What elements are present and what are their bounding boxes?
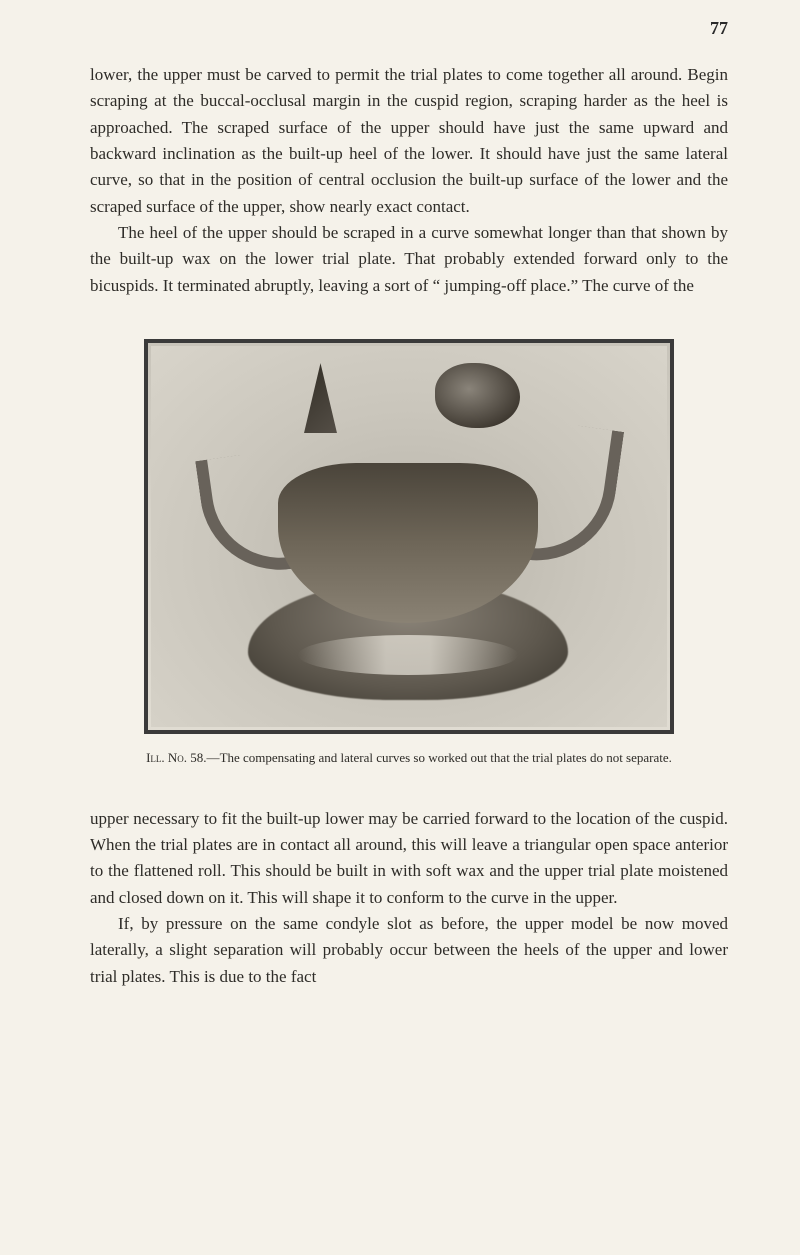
figure-block: Ill. No. 58.—The compensating and latera… bbox=[90, 339, 728, 768]
caption-label: Ill. No. 58.— bbox=[146, 750, 219, 765]
paragraph-3: upper necessary to fit the built-up lowe… bbox=[90, 806, 728, 911]
page-number: 77 bbox=[710, 18, 728, 39]
caption-text: The compensating and lateral curves so w… bbox=[220, 750, 672, 765]
paragraph-4: If, by pressure on the same condyle slot… bbox=[90, 911, 728, 990]
figure-frame bbox=[144, 339, 674, 734]
figure-highlight bbox=[298, 635, 518, 675]
figure-caption: Ill. No. 58.—The compensating and latera… bbox=[109, 748, 709, 768]
paragraph-1: lower, the upper must be carved to permi… bbox=[90, 62, 728, 220]
page-content: lower, the upper must be carved to permi… bbox=[0, 0, 800, 1030]
lower-paragraph-block: upper necessary to fit the built-up lowe… bbox=[90, 806, 728, 990]
figure-upper-mount-right bbox=[435, 363, 520, 428]
paragraph-2: The heel of the upper should be scraped … bbox=[90, 220, 728, 299]
